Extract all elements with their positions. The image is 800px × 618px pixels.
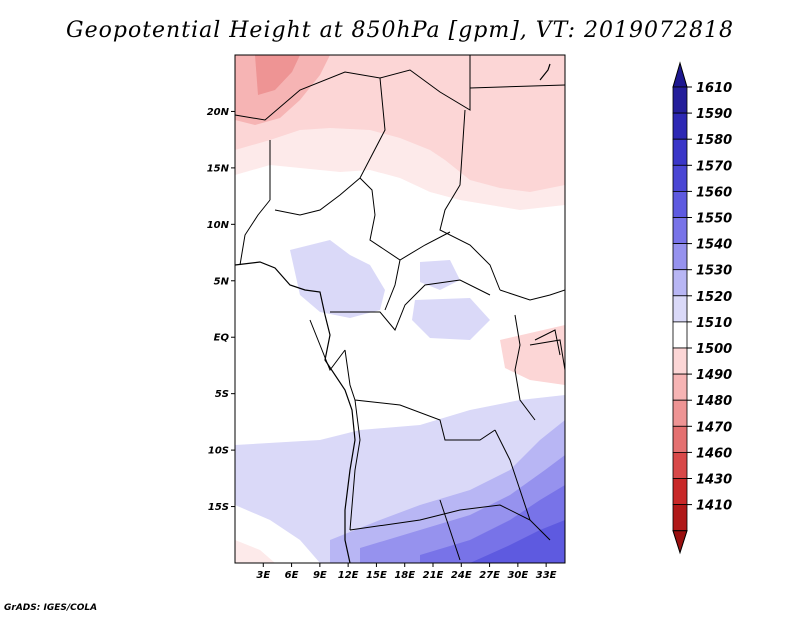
colorbar-swatch [672, 86, 688, 114]
colorbar-level-label: 1430 [696, 473, 732, 488]
colorbar: 1610 1590 1580 1570 1560 1550 1540 1530 1520 1510… [672, 61, 732, 555]
lon-tick-label: 24E [451, 570, 472, 581]
colorbar-swatch [672, 269, 688, 297]
height-field [235, 55, 565, 563]
colorbar-swatch [672, 504, 688, 532]
colorbar-top-arrow [672, 61, 688, 88]
colorbar-level-label: 1460 [696, 446, 732, 461]
colorbar-swatch [672, 217, 688, 245]
colorbar-swatch [672, 138, 688, 166]
lat-tick-label: 10N [207, 220, 230, 231]
lat-tick-label: 15N [207, 163, 230, 174]
colorbar-level-label: 1570 [696, 159, 732, 174]
colorbar-level-label: 1610 [696, 81, 732, 96]
lat-tick-label: 20N [207, 107, 230, 118]
lon-tick-label: 6E [285, 570, 299, 581]
lon-tick-label: 33E [536, 570, 557, 581]
lon-tick-label: 12E [338, 570, 359, 581]
coastline [235, 63, 551, 563]
lat-tick-label: EQ [214, 333, 230, 344]
colorbar-level-label: 1550 [696, 212, 732, 227]
colorbar-swatch [672, 478, 688, 506]
lon-tick-label: 27E [479, 570, 500, 581]
colorbar-level-label: 1480 [696, 394, 732, 409]
colorbar-level-label: 1470 [696, 420, 732, 435]
longitude-axis: 3E 6E 9E 12E 15E 18E 21E 24E 27E 30E 33E [256, 563, 557, 581]
colorbar-swatch [672, 347, 688, 375]
colorbar-swatch [672, 399, 688, 427]
colorbar-level-label: 1560 [696, 185, 732, 200]
colorbar-level-label: 1590 [696, 107, 732, 122]
colorbar-swatch [672, 321, 688, 349]
colorbar-swatch [672, 190, 688, 218]
lat-tick-label: 10S [208, 446, 229, 457]
colorbar-swatch [672, 451, 688, 479]
colorbar-swatch [672, 164, 688, 192]
colorbar-level-label: 1510 [696, 316, 732, 331]
colorbar-swatch [672, 373, 688, 401]
colorbar-level-label: 1490 [696, 368, 732, 383]
latitude-axis: 20N 15N 10N 5N EQ 5S 10S 15S [207, 107, 235, 513]
lon-tick-label: 9E [313, 570, 327, 581]
lat-tick-label: 15S [208, 502, 229, 513]
footer-credit: GrADS: IGES/COLA [4, 603, 98, 613]
country-borders [235, 55, 565, 561]
lon-tick-label: 18E [394, 570, 415, 581]
colorbar-level-label: 1520 [696, 290, 732, 305]
colorbar-bottom-arrow [672, 530, 688, 555]
colorbar-level-label: 1500 [696, 342, 732, 357]
colorbar-level-label: 1580 [696, 133, 732, 148]
lon-tick-label: 3E [256, 570, 270, 581]
lat-tick-label: 5N [214, 276, 230, 287]
lon-tick-label: 21E [423, 570, 444, 581]
colorbar-level-label: 1540 [696, 238, 732, 253]
colorbar-level-label: 1530 [696, 264, 732, 279]
lon-tick-label: 30E [507, 570, 528, 581]
colorbar-level-label: 1410 [696, 499, 732, 514]
colorbar-swatch [672, 243, 688, 271]
colorbar-swatch [672, 425, 688, 453]
lat-tick-label: 5S [215, 389, 229, 400]
map-frame [234, 54, 566, 564]
colorbar-swatch [672, 295, 688, 323]
colorbar-swatch [672, 112, 688, 140]
lon-tick-label: 15E [366, 570, 387, 581]
map-title: Geopotential Height at 850hPa [gpm], VT:… [66, 18, 734, 43]
